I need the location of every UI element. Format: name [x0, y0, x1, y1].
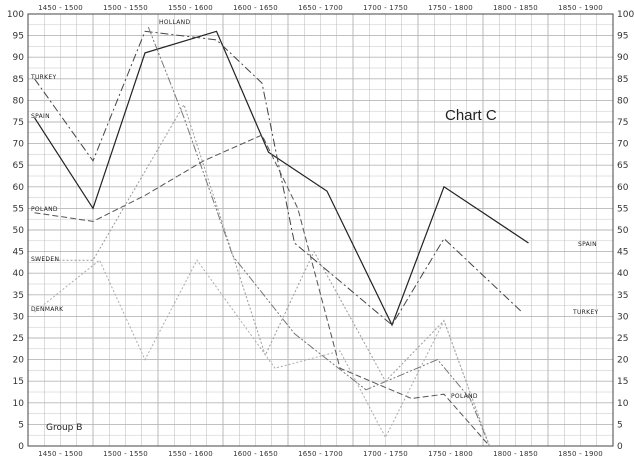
series-label-poland: POLAND	[31, 206, 58, 213]
period-label-bottom: 1600 - 1650	[233, 450, 278, 458]
y-tick-right: 50	[617, 226, 629, 236]
y-tick-right: 35	[617, 291, 628, 301]
series-label-holland: HOLLAND	[159, 19, 190, 26]
period-label-top: 1850 - 1900	[558, 4, 603, 12]
y-tick-left: 5	[18, 420, 24, 430]
y-tick-right: 10	[617, 399, 629, 409]
series-label-denmark: DENMARK	[31, 306, 64, 313]
y-tick-left: 55	[13, 204, 24, 214]
group-label: Group B	[46, 423, 82, 433]
period-label-top: 1500 - 1550	[103, 4, 148, 12]
y-tick-right: 65	[617, 161, 628, 171]
y-tick-left: 75	[13, 118, 24, 128]
series-label-turkey: TURKEY	[572, 309, 598, 316]
series-labels: SPAIN TURKEY HOLLAND POLAND SWEDEN DENMARK SPA…	[30, 19, 598, 400]
y-tick-left: 95	[13, 32, 24, 42]
y-tick-left: 65	[13, 161, 24, 171]
chart-title: Chart C	[445, 107, 497, 124]
period-label-top: 1450 - 1500	[38, 4, 83, 12]
series-line-turkey	[34, 30, 523, 326]
y-tick-left: 30	[13, 312, 25, 322]
period-label-top: 1550 - 1600	[168, 4, 213, 12]
y-tick-right: 90	[617, 53, 629, 63]
y-tick-left: 20	[13, 356, 25, 366]
y-tick-left: 85	[13, 75, 24, 85]
y-tick-right: 30	[617, 312, 629, 322]
y-tick-left: 70	[13, 140, 25, 150]
y-tick-left: 40	[13, 269, 25, 279]
series-line-denmark	[34, 259, 490, 447]
y-tick-right: 70	[617, 140, 629, 150]
period-label-top: 1700 - 1750	[363, 4, 408, 12]
series-label-spain: SPAIN	[578, 241, 597, 248]
period-label-top: 1800 - 1850	[493, 4, 538, 12]
y-tick-right: 95	[617, 32, 628, 42]
period-label-bottom: 1650 - 1700	[298, 450, 343, 458]
y-tick-right: 80	[617, 96, 629, 106]
period-label-bottom: 1700 - 1750	[363, 450, 408, 458]
series-line-sweden	[34, 103, 490, 447]
series-label-spain: SPAIN	[31, 113, 50, 120]
y-tick-right: 55	[617, 204, 628, 214]
series-label-sweden: SWEDEN	[31, 256, 59, 263]
y-tick-left: 45	[13, 248, 24, 258]
series-line-holland	[147, 26, 490, 447]
y-tick-left: 80	[13, 96, 25, 106]
period-label-top: 1750 - 1800	[428, 4, 473, 12]
y-tick-right: 15	[617, 377, 628, 387]
y-tick-right: 75	[617, 118, 628, 128]
y-tick-left: 60	[13, 183, 25, 193]
y-tick-right: 100	[617, 10, 634, 20]
period-label-bottom: 1500 - 1550	[103, 450, 148, 458]
y-tick-left: 10	[13, 399, 25, 409]
period-label-bottom: 1550 - 1600	[168, 450, 213, 458]
period-label-top: 1600 - 1650	[233, 4, 278, 12]
y-tick-left: 15	[13, 377, 24, 387]
series-label-poland: POLAND	[451, 393, 478, 400]
y-tick-right: 5	[617, 420, 623, 430]
period-label-bottom: 1450 - 1500	[38, 450, 83, 458]
y-tick-left: 25	[13, 334, 24, 344]
y-tick-left: 0	[18, 442, 24, 452]
y-tick-right: 25	[617, 334, 628, 344]
period-label-top: 1650 - 1700	[298, 4, 343, 12]
y-tick-left: 90	[13, 53, 25, 63]
period-label-bottom: 1850 - 1900	[558, 450, 603, 458]
series-label-turkey: TURKEY	[30, 74, 56, 81]
y-tick-left: 50	[13, 226, 25, 236]
y-tick-right: 0	[617, 442, 623, 452]
series-lines	[33, 26, 529, 447]
grid	[27, 13, 614, 447]
period-label-bottom: 1750 - 1800	[428, 450, 473, 458]
y-tick-left: 100	[7, 10, 24, 20]
plot-frame	[27, 13, 614, 447]
period-label-bottom: 1800 - 1850	[493, 450, 538, 458]
y-tick-right: 20	[617, 356, 629, 366]
y-tick-right: 85	[617, 75, 628, 85]
y-tick-right: 45	[617, 248, 628, 258]
y-tick-right: 40	[617, 269, 629, 279]
y-tick-left: 35	[13, 291, 24, 301]
y-tick-right: 60	[617, 183, 629, 193]
series-line-poland	[34, 134, 490, 447]
series-line-spain	[33, 30, 529, 327]
